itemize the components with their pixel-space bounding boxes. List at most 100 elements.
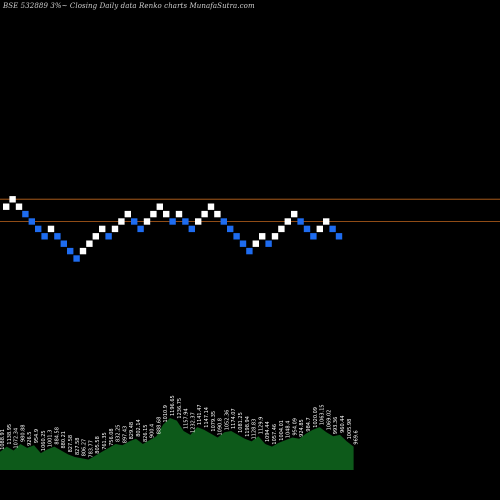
volume-label: 1081.25: [238, 412, 244, 433]
volume-label: 1157.94: [184, 408, 190, 429]
volume-label: 826.15: [143, 425, 149, 443]
volume-label: 1060.25: [41, 430, 47, 451]
renko-brick: [28, 218, 35, 225]
renko-brick: [111, 225, 119, 233]
volume-label: 900.4: [150, 424, 156, 438]
renko-brick: [207, 203, 215, 210]
renko-brick: [303, 225, 311, 233]
volume-label: 884.58: [54, 427, 60, 445]
renko-brick: [259, 233, 266, 240]
volume-label: 1063.15: [320, 404, 326, 425]
volume-label: 1128.83: [252, 419, 258, 440]
renko-brick: [227, 225, 234, 233]
volume-label: 1141.47: [197, 404, 203, 425]
renko-brick: [41, 233, 48, 240]
renko-brick: [124, 210, 131, 218]
volume-label: 1196.65: [170, 395, 176, 416]
volume-labels: 1088.91 1138.95 1072.34 980.88 926.5 954.9 106…: [0, 395, 360, 457]
volume-label: 984.7: [306, 417, 312, 431]
volume-label: 1090.8: [218, 418, 224, 436]
volume-label: 969.6: [354, 430, 360, 444]
renko-brick: [329, 225, 336, 233]
volume-label: 1236.75: [177, 398, 183, 419]
renko-brick: [73, 255, 80, 262]
volume-label: 1072.34: [14, 428, 20, 449]
volume-label: 1020.09: [313, 407, 319, 428]
renko-brick: [47, 225, 55, 233]
renko-brick: [316, 225, 323, 233]
renko-brick: [175, 210, 183, 218]
volume-label: 960.44: [340, 415, 346, 433]
renko-brick: [188, 225, 195, 233]
volume-label: 880.21: [61, 431, 67, 449]
renko-brick: [54, 233, 61, 240]
volume-label: 1079.35: [211, 411, 217, 432]
volume-label: 1010.9: [163, 405, 169, 423]
renko-brick: [67, 247, 74, 255]
volume-label: 829.48: [129, 422, 135, 440]
renko-brick: [271, 233, 279, 240]
volume-label: 993.36: [333, 417, 339, 435]
renko-brick: [214, 210, 221, 218]
volume-label: 954.09: [292, 418, 298, 436]
volume-area: [0, 418, 354, 470]
renko-brick: [9, 196, 16, 203]
volume-label: 1198.94: [245, 416, 251, 437]
renko-brick: [3, 203, 10, 210]
renko-brick: [278, 225, 285, 233]
renko-brick: [22, 210, 29, 218]
renko-brick: [335, 233, 343, 240]
renko-brick: [79, 247, 87, 255]
chart-title: BSE 532889 3%~ Closing Daily data Renko …: [3, 2, 255, 10]
volume-label: 827.58: [68, 435, 74, 453]
renko-brick: [323, 218, 330, 225]
renko-brick: [169, 218, 176, 225]
renko-brick: [246, 247, 253, 255]
renko-brick: [220, 218, 227, 225]
renko-brick: [265, 240, 272, 247]
volume-label: 1232.37: [190, 412, 196, 433]
volume-label: 1052.36: [224, 410, 230, 431]
volume-label: 1129.9: [258, 417, 264, 435]
renko-brick: [15, 203, 23, 210]
reference-lines: [0, 198, 500, 222]
volume-label: 1147.14: [204, 407, 210, 428]
renko-brick: [156, 203, 163, 210]
volume-label: 1174.07: [231, 408, 237, 429]
volume-label: 783.77: [88, 440, 94, 458]
volume-label: 980.88: [20, 425, 26, 443]
volume-label: 827.58: [75, 438, 81, 456]
renko-brick: [143, 218, 151, 225]
volume-label: 924.85: [299, 419, 305, 437]
renko-brick: [182, 218, 189, 225]
renko-brick: [233, 233, 240, 240]
renko-brick: [252, 240, 259, 247]
volume-label: 1069.02: [326, 410, 332, 431]
volume-label: 954.9: [34, 429, 40, 443]
renko-brick: [150, 210, 157, 218]
volume-label: 756.08: [109, 428, 115, 446]
volume-label: 897.43: [122, 426, 128, 444]
volume-label: 888.68: [156, 417, 162, 435]
renko-brick: [201, 210, 208, 218]
volume-label: 802.14: [136, 419, 142, 437]
renko-brick: [310, 233, 317, 240]
volume-label: 1138.95: [7, 424, 13, 445]
volume-label: 1001.3: [48, 430, 54, 448]
volume-label: 1048.4: [286, 421, 292, 439]
volume-label: 1088.91: [0, 429, 6, 450]
renko-brick: [284, 218, 291, 225]
renko-brick: [131, 218, 138, 225]
renko-brick: [105, 233, 112, 240]
volume-area-shape: [0, 418, 354, 470]
volume-label: 832.25: [116, 425, 122, 443]
volume-label: 1004.01: [279, 420, 285, 441]
volume-label: 926.5: [27, 432, 33, 446]
renko-brick: [163, 210, 170, 218]
renko-brick: [239, 240, 247, 247]
renko-brick: [195, 218, 202, 225]
renko-brick: [118, 218, 125, 225]
volume-label: 761.35: [102, 432, 108, 450]
